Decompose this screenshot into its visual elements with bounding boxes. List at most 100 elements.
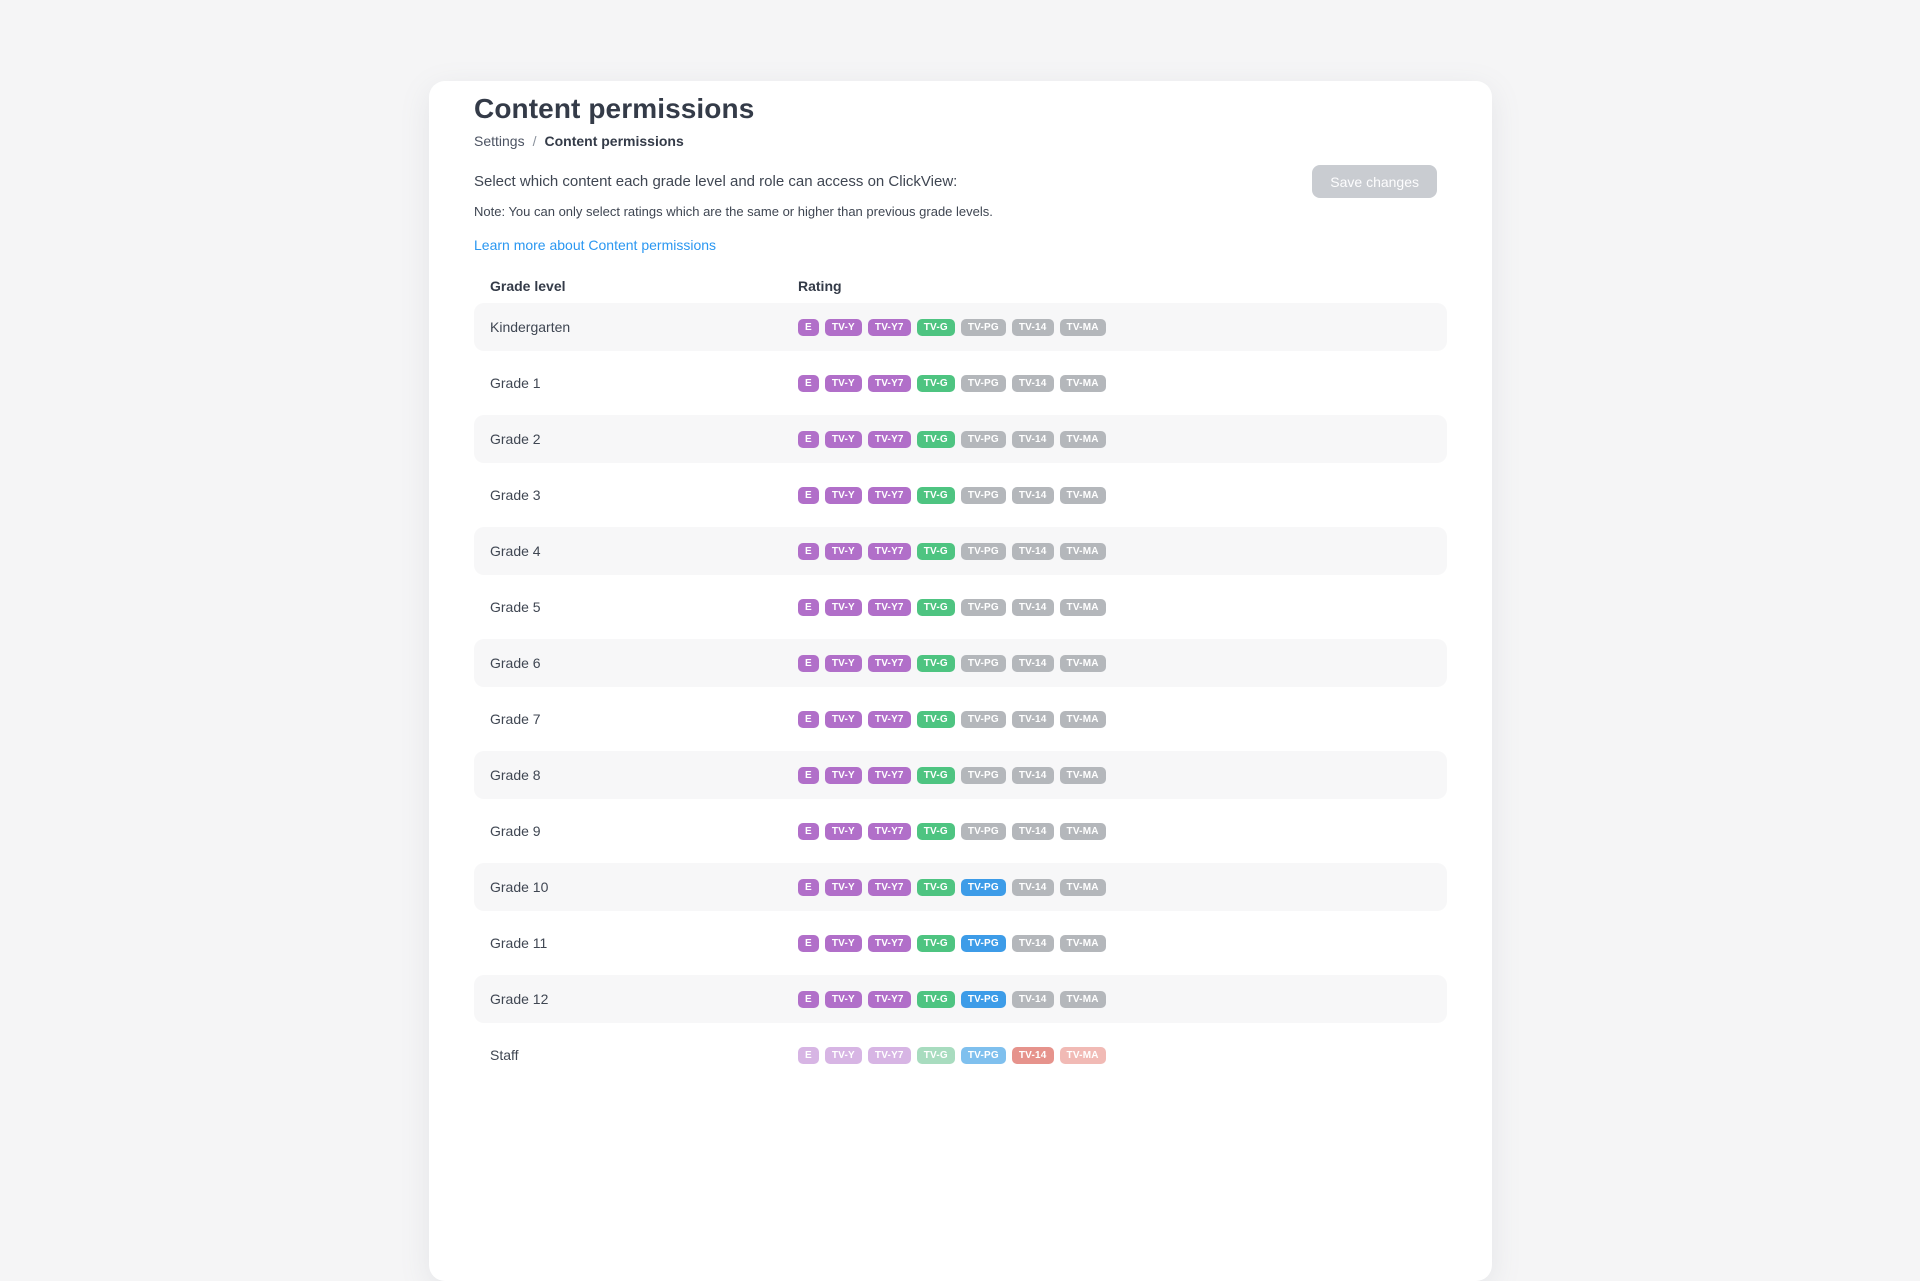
rating-badge-tv-y[interactable]: TV-Y [824, 934, 862, 952]
rating-badge-tv-y[interactable]: TV-Y [824, 710, 862, 728]
rating-badge-tv-14[interactable]: TV-14 [1011, 990, 1054, 1008]
rating-badge-tv-pg[interactable]: TV-PG [960, 374, 1006, 392]
rating-badge-tv-y7[interactable]: TV-Y7 [867, 542, 911, 560]
rating-badge-tv-y7[interactable]: TV-Y7 [867, 486, 911, 504]
rating-badge-tv-g[interactable]: TV-G [916, 710, 955, 728]
rating-badge-e[interactable]: E [798, 654, 819, 672]
rating-badge-tv-14[interactable]: TV-14 [1011, 878, 1054, 896]
rating-badge-tv-g[interactable]: TV-G [916, 542, 955, 560]
rating-badge-tv-14[interactable]: TV-14 [1011, 710, 1054, 728]
rating-badge-tv-ma[interactable]: TV-MA [1059, 654, 1106, 672]
rating-badge-tv-14[interactable]: TV-14 [1011, 318, 1054, 336]
rating-badge-tv-y7[interactable]: TV-Y7 [867, 822, 911, 840]
rating-badge-tv-pg[interactable]: TV-PG [960, 542, 1006, 560]
rating-badge-tv-14[interactable]: TV-14 [1011, 598, 1054, 616]
rating-badge-e[interactable]: E [798, 598, 819, 616]
rating-badge-tv-g[interactable]: TV-G [916, 430, 955, 448]
rating-badge-tv-y7[interactable]: TV-Y7 [867, 934, 911, 952]
rating-badge-e[interactable]: E [798, 878, 819, 896]
rating-badge-tv-ma[interactable]: TV-MA [1059, 934, 1106, 952]
rating-badge-tv-y[interactable]: TV-Y [824, 766, 862, 784]
rating-badge-tv-ma[interactable]: TV-MA [1059, 878, 1106, 896]
rating-badge-tv-y[interactable]: TV-Y [824, 654, 862, 672]
rating-badge-tv-g[interactable]: TV-G [916, 822, 955, 840]
rating-badge-tv-ma[interactable]: TV-MA [1059, 1046, 1106, 1064]
rating-badge-tv-ma[interactable]: TV-MA [1059, 598, 1106, 616]
rating-badge-tv-g[interactable]: TV-G [916, 766, 955, 784]
rating-badge-e[interactable]: E [798, 1046, 819, 1064]
rating-badge-tv-y7[interactable]: TV-Y7 [867, 374, 911, 392]
rating-badge-tv-y7[interactable]: TV-Y7 [867, 598, 911, 616]
rating-badge-tv-ma[interactable]: TV-MA [1059, 542, 1106, 560]
rating-badge-e[interactable]: E [798, 710, 819, 728]
rating-badge-tv-g[interactable]: TV-G [916, 318, 955, 336]
rating-badge-tv-y[interactable]: TV-Y [824, 822, 862, 840]
rating-badge-tv-14[interactable]: TV-14 [1011, 374, 1054, 392]
rating-badge-tv-y[interactable]: TV-Y [824, 430, 862, 448]
breadcrumb-settings-link[interactable]: Settings [474, 133, 525, 149]
rating-badge-tv-y[interactable]: TV-Y [824, 486, 862, 504]
rating-badge-e[interactable]: E [798, 430, 819, 448]
rating-badge-tv-g[interactable]: TV-G [916, 934, 955, 952]
rating-badge-e[interactable]: E [798, 822, 819, 840]
rating-badge-tv-g[interactable]: TV-G [916, 486, 955, 504]
rating-badge-tv-y7[interactable]: TV-Y7 [867, 878, 911, 896]
rating-badge-tv-g[interactable]: TV-G [916, 374, 955, 392]
rating-badge-tv-14[interactable]: TV-14 [1011, 430, 1054, 448]
rating-badge-tv-pg[interactable]: TV-PG [960, 934, 1006, 952]
rating-badge-tv-pg[interactable]: TV-PG [960, 318, 1006, 336]
rating-badge-tv-y[interactable]: TV-Y [824, 878, 862, 896]
rating-badge-tv-y[interactable]: TV-Y [824, 318, 862, 336]
rating-badge-tv-pg[interactable]: TV-PG [960, 430, 1006, 448]
rating-badge-tv-y7[interactable]: TV-Y7 [867, 318, 911, 336]
rating-badge-e[interactable]: E [798, 486, 819, 504]
save-changes-button[interactable]: Save changes [1312, 165, 1437, 198]
rating-badge-e[interactable]: E [798, 374, 819, 392]
rating-badge-tv-pg[interactable]: TV-PG [960, 822, 1006, 840]
rating-badge-tv-ma[interactable]: TV-MA [1059, 710, 1106, 728]
rating-badge-tv-ma[interactable]: TV-MA [1059, 766, 1106, 784]
rating-badge-tv-ma[interactable]: TV-MA [1059, 430, 1106, 448]
rating-badge-tv-14[interactable]: TV-14 [1011, 654, 1054, 672]
rating-badge-tv-14[interactable]: TV-14 [1011, 486, 1054, 504]
rating-badge-e[interactable]: E [798, 318, 819, 336]
rating-badge-tv-14[interactable]: TV-14 [1011, 934, 1054, 952]
rating-badge-tv-y7[interactable]: TV-Y7 [867, 990, 911, 1008]
rating-badge-tv-pg[interactable]: TV-PG [960, 766, 1006, 784]
rating-badge-tv-g[interactable]: TV-G [916, 990, 955, 1008]
rating-badge-e[interactable]: E [798, 990, 819, 1008]
learn-more-link[interactable]: Learn more about Content permissions [474, 237, 717, 253]
rating-badge-tv-14[interactable]: TV-14 [1011, 542, 1054, 560]
rating-badge-tv-y[interactable]: TV-Y [824, 598, 862, 616]
rating-badge-tv-y[interactable]: TV-Y [824, 374, 862, 392]
rating-badge-tv-pg[interactable]: TV-PG [960, 654, 1006, 672]
rating-badge-e[interactable]: E [798, 934, 819, 952]
rating-badge-e[interactable]: E [798, 766, 819, 784]
rating-badge-tv-pg[interactable]: TV-PG [960, 878, 1006, 896]
rating-badge-tv-g[interactable]: TV-G [916, 878, 955, 896]
rating-badge-tv-y[interactable]: TV-Y [824, 1046, 862, 1064]
rating-badge-tv-14[interactable]: TV-14 [1011, 1046, 1054, 1064]
rating-badge-tv-ma[interactable]: TV-MA [1059, 318, 1106, 336]
rating-badge-tv-pg[interactable]: TV-PG [960, 710, 1006, 728]
rating-badge-tv-y[interactable]: TV-Y [824, 990, 862, 1008]
rating-badge-tv-ma[interactable]: TV-MA [1059, 374, 1106, 392]
rating-badge-tv-y7[interactable]: TV-Y7 [867, 710, 911, 728]
rating-badge-tv-14[interactable]: TV-14 [1011, 766, 1054, 784]
rating-badge-tv-pg[interactable]: TV-PG [960, 990, 1006, 1008]
rating-badge-tv-g[interactable]: TV-G [916, 598, 955, 616]
rating-badge-tv-ma[interactable]: TV-MA [1059, 486, 1106, 504]
rating-badge-tv-14[interactable]: TV-14 [1011, 822, 1054, 840]
rating-badge-tv-ma[interactable]: TV-MA [1059, 990, 1106, 1008]
rating-badge-tv-ma[interactable]: TV-MA [1059, 822, 1106, 840]
rating-badge-tv-pg[interactable]: TV-PG [960, 598, 1006, 616]
rating-badge-tv-g[interactable]: TV-G [916, 654, 955, 672]
rating-badge-tv-y[interactable]: TV-Y [824, 542, 862, 560]
rating-badge-tv-pg[interactable]: TV-PG [960, 486, 1006, 504]
rating-badge-tv-y7[interactable]: TV-Y7 [867, 654, 911, 672]
rating-badge-tv-y7[interactable]: TV-Y7 [867, 1046, 911, 1064]
rating-badge-e[interactable]: E [798, 542, 819, 560]
rating-badge-tv-g[interactable]: TV-G [916, 1046, 955, 1064]
rating-badge-tv-pg[interactable]: TV-PG [960, 1046, 1006, 1064]
rating-badge-tv-y7[interactable]: TV-Y7 [867, 430, 911, 448]
